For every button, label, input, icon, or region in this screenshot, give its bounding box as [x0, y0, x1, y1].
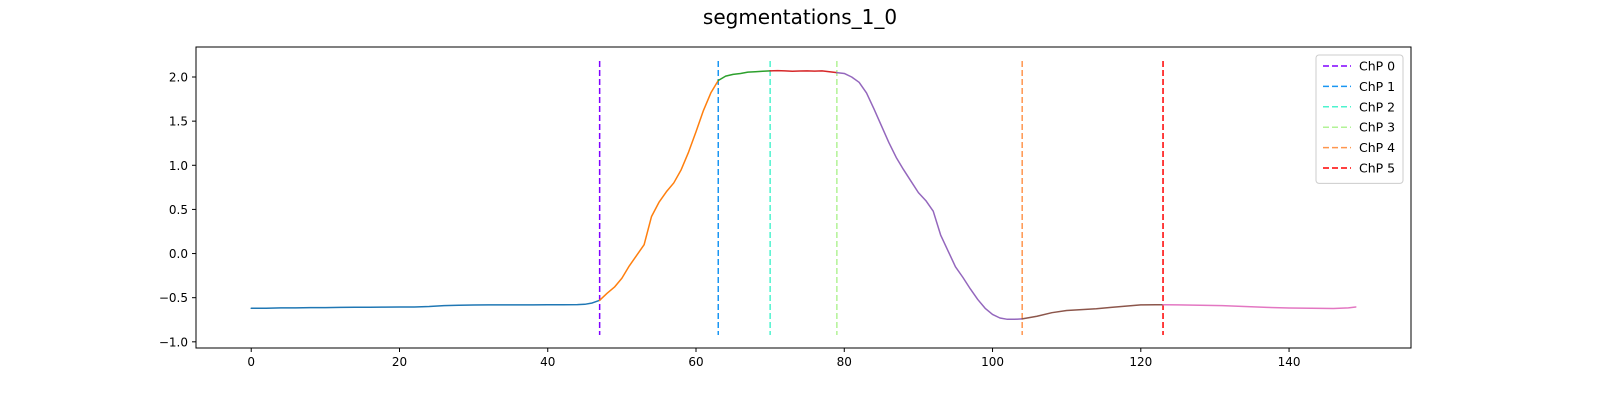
plot-area: 0 20 40 60 80 100 120 140 −1.0 −0.5 0.0 0.5 1.0 1.5 2… — [159, 46, 1412, 369]
legend-label-0: ChP 0 — [1359, 59, 1395, 74]
legend: ChP 0 ChP 1 ChP 2 ChP 3 ChP 4 ChP 5 — [1315, 54, 1404, 184]
x-tick-label-4: 80 — [837, 355, 852, 369]
y-tick-label-0: −1.0 — [159, 335, 188, 349]
legend-label-1: ChP 1 — [1359, 79, 1395, 94]
y-tick-label-3: 0.5 — [169, 203, 188, 217]
legend-label-2: ChP 2 — [1359, 99, 1395, 114]
x-tick-label-6: 120 — [1129, 355, 1152, 369]
legend-label-3: ChP 3 — [1359, 120, 1395, 135]
series-lines — [250, 69, 1357, 321]
y-tick-label-1: −0.5 — [159, 291, 188, 305]
x-tick-label-5: 100 — [981, 355, 1004, 369]
series-line-2 — [717, 70, 771, 82]
y-tick-label-4: 1.0 — [169, 159, 188, 173]
series-line-5 — [1021, 304, 1164, 320]
legend-label-4: ChP 4 — [1359, 140, 1395, 155]
series-line-4 — [836, 71, 1023, 321]
x-tick-label-1: 20 — [392, 355, 407, 369]
x-tick-label-7: 140 — [1278, 355, 1301, 369]
x-tick-label-0: 0 — [247, 355, 255, 369]
changepoint-lines — [598, 61, 1164, 335]
y-tick-label-2: 0.0 — [169, 247, 188, 261]
series-line-0 — [250, 299, 601, 310]
x-axis: 0 20 40 60 80 100 120 140 — [247, 348, 1301, 369]
series-line-1 — [598, 79, 719, 302]
chart-title: segmentations_1_0 — [703, 5, 897, 29]
axes-frame — [195, 46, 1412, 349]
y-tick-label-6: 2.0 — [169, 71, 188, 85]
x-tick-label-3: 60 — [688, 355, 703, 369]
x-tick-label-2: 40 — [540, 355, 555, 369]
legend-label-5: ChP 5 — [1359, 161, 1395, 176]
y-tick-label-5: 1.5 — [169, 115, 188, 129]
series-line-6 — [1162, 304, 1357, 310]
y-axis: −1.0 −0.5 0.0 0.5 1.0 1.5 2.0 — [159, 71, 196, 349]
series-line-3 — [769, 69, 838, 74]
